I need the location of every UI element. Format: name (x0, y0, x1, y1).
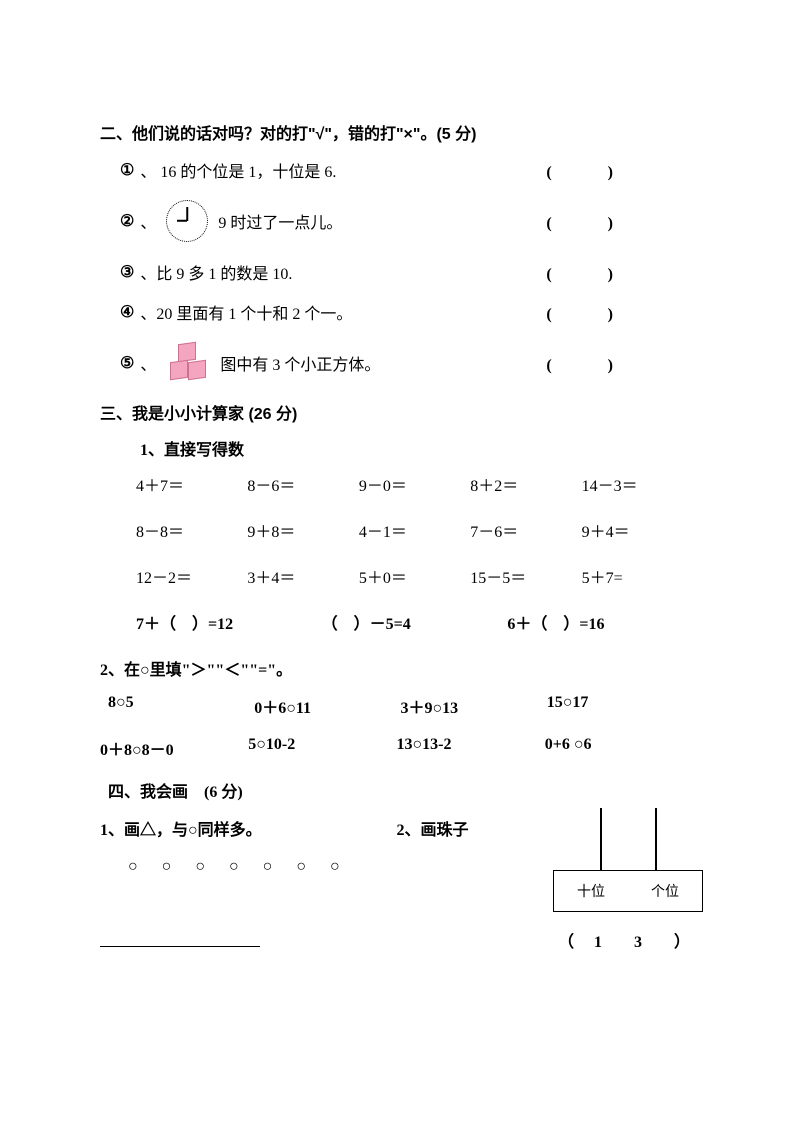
cube (170, 360, 188, 381)
calc-cell[interactable]: 4－1＝ (359, 518, 470, 542)
draw-wrap: 1、画△，与○同样多。 ○ ○ ○ ○ ○ ○ ○ 2、画珠子 十位 个位 （ … (100, 816, 693, 947)
item-sep: 、 (140, 260, 156, 284)
calc-row-2: 8－8＝ 9＋8＝ 4－1＝ 7－6＝ 9＋4＝ (100, 518, 693, 542)
sub-direct-calc: 1、直接写得数 (100, 436, 693, 460)
calc-cell[interactable]: 15－5＝ (470, 564, 581, 588)
item-text: 图中有 3 个小正方体。 (220, 351, 380, 375)
abacus-number: （ 1 3 ） (553, 928, 703, 952)
item-sep: 、 (140, 351, 156, 375)
calc-row-3: 12－2＝ 3＋4＝ 5＋0＝ 15－5＝ 5＋7= (100, 564, 693, 588)
answer-paren[interactable]: ( ) (546, 351, 633, 375)
q2-item-3: ③ 、 比 9 多 1 的数是 10. ( ) (100, 258, 693, 286)
section-3-title: 三、我是小小计算家 (26 分) (100, 400, 693, 424)
section-4-title: 四、我会画 (6 分) (108, 778, 693, 802)
item-num: ① (120, 160, 134, 180)
draw-right: 2、画珠子 十位 个位 （ 1 3 ） (397, 816, 694, 947)
calc-cell[interactable]: 7－6＝ (470, 518, 581, 542)
calc-cell[interactable]: 8＋2＝ (470, 472, 581, 496)
abacus-rods (553, 808, 703, 870)
item-sep: 、 (140, 209, 156, 233)
compare-cell[interactable]: 15○17 (547, 694, 693, 718)
calc-cell[interactable]: 3＋4＝ (247, 564, 358, 588)
calc-row-1: 4＋7＝ 8－6＝ 9－0＝ 8＋2＝ 14－3＝ (100, 472, 693, 496)
fill-cell[interactable]: （ ）－5=4 (322, 610, 508, 634)
compare-cell[interactable]: 3＋9○13 (401, 694, 547, 718)
item-sep: 、 (140, 158, 156, 182)
calc-cell[interactable]: 5＋0＝ (359, 564, 470, 588)
item-num: ② (120, 211, 134, 231)
compare-cell[interactable]: 0＋8○8－0 (100, 736, 248, 760)
ones-label: 个位 (628, 881, 702, 901)
item-num: ⑤ (120, 353, 134, 373)
abacus-icon: 十位 个位 （ 1 3 ） (553, 808, 703, 952)
item-text: 9 时过了一点儿。 (218, 209, 342, 233)
draw-left: 1、画△，与○同样多。 ○ ○ ○ ○ ○ ○ ○ (100, 816, 397, 947)
item-sep: 、 (140, 300, 156, 324)
q2-item-4: ④ 、 20 里面有 1 个十和 2 个一。 ( ) (100, 298, 693, 326)
calc-cell[interactable]: 14－3＝ (582, 472, 693, 496)
draw-triangle-label: 1、画△，与○同样多。 (100, 816, 397, 840)
compare-cell[interactable]: 8○5 (108, 694, 254, 718)
answer-paren[interactable]: ( ) (546, 158, 633, 182)
item-text: 16 的个位是 1，十位是 6. (160, 158, 336, 182)
calc-cell[interactable]: 9＋4＝ (582, 518, 693, 542)
calc-cell[interactable]: 4＋7＝ (136, 472, 247, 496)
fill-cell[interactable]: 6＋（ ）=16 (507, 610, 693, 634)
item-text: 20 里面有 1 个十和 2 个一。 (156, 300, 352, 324)
section-2-title: 二、他们说的话对吗？对的打"√"，错的打"×"。(5 分) (100, 120, 693, 144)
calc-cell[interactable]: 9＋8＝ (247, 518, 358, 542)
item-text: 比 9 多 1 的数是 10. (156, 260, 292, 284)
q2-item-5: ⑤ 、 图中有 3 个小正方体。 ( ) (100, 338, 693, 388)
compare-cell[interactable]: 0＋6○11 (254, 694, 400, 718)
item-num: ③ (120, 262, 134, 282)
calc-cell[interactable]: 5＋7= (582, 564, 693, 588)
blank-line (100, 946, 260, 947)
calc-cell[interactable]: 8－6＝ (247, 472, 358, 496)
abacus-base: 十位 个位 (553, 870, 703, 912)
calc-cell[interactable]: 9－0＝ (359, 472, 470, 496)
answer-paren[interactable]: ( ) (546, 260, 633, 284)
compare-row-2: 0＋8○8－0 5○10-2 13○13-2 0+6 ○6 (100, 736, 693, 760)
item-num: ④ (120, 302, 134, 322)
sub-compare: 2、在○里填"＞""＜""="。 (100, 656, 693, 680)
answer-paren[interactable]: ( ) (546, 300, 633, 324)
compare-cell[interactable]: 13○13-2 (397, 736, 545, 760)
clock-icon (166, 200, 208, 242)
tens-label: 十位 (554, 881, 628, 901)
fill-blank-row: 7＋（ ）=12 （ ）－5=4 6＋（ ）=16 (100, 610, 693, 634)
compare-cell[interactable]: 0+6 ○6 (545, 736, 693, 760)
cubes-icon (166, 341, 210, 385)
compare-cell[interactable]: 5○10-2 (248, 736, 396, 760)
answer-paren[interactable]: ( ) (546, 209, 633, 233)
compare-row-1: 8○5 0＋6○11 3＋9○13 15○17 (100, 694, 693, 718)
fill-cell[interactable]: 7＋（ ）=12 (136, 610, 322, 634)
calc-cell[interactable]: 12－2＝ (136, 564, 247, 588)
circles-row: ○ ○ ○ ○ ○ ○ ○ (100, 858, 397, 876)
q2-item-1: ① 、 16 的个位是 1，十位是 6. ( ) (100, 156, 693, 184)
rod (655, 808, 657, 870)
q2-item-2: ② 、 9 时过了一点儿。 ( ) (100, 196, 693, 246)
cube (188, 360, 206, 381)
rod (600, 808, 602, 870)
calc-cell[interactable]: 8－8＝ (136, 518, 247, 542)
